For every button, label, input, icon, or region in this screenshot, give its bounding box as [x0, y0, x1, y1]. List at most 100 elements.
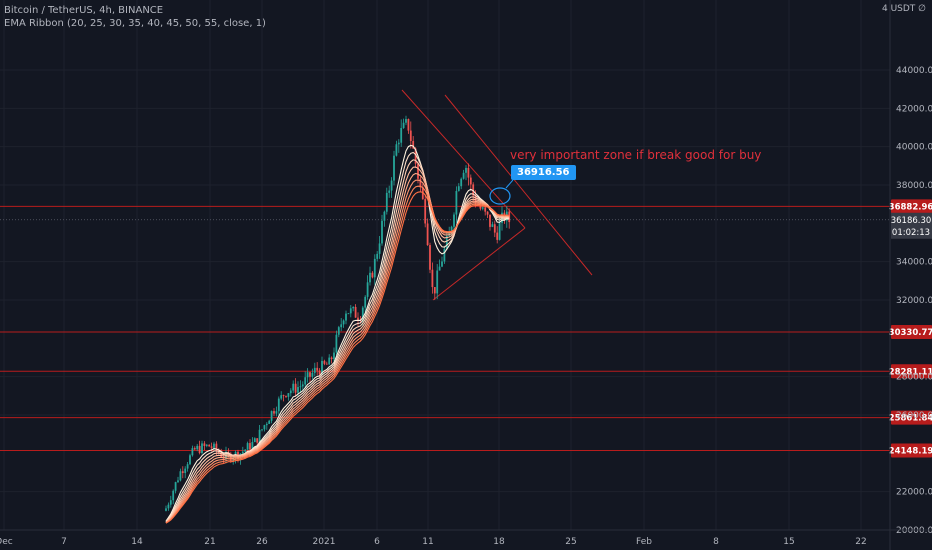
candle-body	[369, 272, 371, 283]
candle-body	[321, 360, 323, 375]
candle-body	[323, 360, 326, 364]
candle-body	[431, 269, 434, 288]
countdown-label: 01:02:13	[892, 228, 930, 238]
candle-body	[407, 119, 410, 131]
x-tick-label: 7	[61, 537, 67, 547]
candle-body	[261, 429, 263, 431]
candle-body	[395, 144, 398, 156]
candle-body	[460, 178, 463, 187]
zone-marker	[489, 187, 511, 205]
candle-body	[289, 390, 292, 394]
candle-body	[414, 148, 417, 164]
candle-body	[479, 204, 482, 209]
y-tick-label: 20000.00	[896, 526, 932, 536]
candle-body	[263, 425, 266, 430]
candle-body	[424, 199, 427, 224]
trendline-lower	[432, 227, 526, 301]
candle-body	[402, 122, 405, 129]
y-tick-label: 40000.00	[896, 143, 932, 153]
candle-body	[208, 444, 211, 447]
candle-body	[388, 190, 391, 193]
candle-body	[215, 443, 218, 451]
candle-body	[318, 370, 321, 375]
candle-body	[409, 130, 412, 142]
currency-unit: 4 USDT ∅	[881, 4, 926, 14]
candle-body	[412, 141, 415, 149]
current-price-label-bg	[891, 212, 932, 239]
chart-legend: Bitcoin / TetherUS, 4h, BINANCE EMA Ribb…	[4, 4, 266, 30]
candle-body	[316, 367, 319, 371]
candle-body	[354, 306, 357, 318]
candle-body	[277, 398, 280, 412]
candle-body	[364, 296, 367, 308]
candle-body	[357, 317, 359, 320]
candle-body	[486, 211, 489, 215]
candle-body	[167, 504, 170, 509]
candle-body	[189, 455, 191, 465]
x-tick-label: 26	[256, 537, 268, 547]
candle-body	[347, 313, 350, 315]
candle-body	[198, 445, 201, 454]
candle-body	[371, 272, 374, 278]
candle-body	[273, 411, 275, 414]
candle-body	[342, 320, 345, 325]
x-tick-label: 2021	[313, 537, 336, 547]
horizontal-levels: 36882.96 30330.77 28281.11 25861.84 24148.19…	[0, 199, 932, 458]
ema-line-25	[165, 151, 510, 523]
candle-body	[282, 395, 285, 396]
level-label: 28281.11	[889, 367, 932, 377]
level-label: 36882.96	[889, 202, 932, 212]
candle-body	[306, 372, 309, 378]
candle-body	[455, 190, 458, 215]
candle-body	[165, 508, 167, 511]
candle-body	[429, 245, 431, 270]
candle-body	[268, 420, 271, 424]
y-tick-label: 38000.00	[896, 181, 932, 191]
candle-body	[196, 445, 199, 450]
candle-body	[340, 324, 343, 328]
candle-body	[378, 243, 381, 254]
candle-body	[172, 490, 175, 501]
candle-body	[469, 177, 472, 185]
candle-body	[241, 451, 244, 454]
candlesticks	[165, 115, 511, 512]
ema-ribbon	[165, 144, 510, 524]
candle-body	[325, 363, 328, 365]
level-label: 30330.77	[889, 328, 932, 338]
candle-body	[280, 395, 283, 399]
candle-body	[328, 357, 331, 365]
candle-body	[433, 287, 436, 294]
candle-body	[201, 443, 203, 454]
y-tick-label: 28000.00	[896, 373, 932, 383]
candle-body	[345, 313, 347, 321]
current-price-label: 36186.30	[891, 216, 932, 226]
y-tick-label: 44000.00	[896, 66, 932, 76]
symbol-title: Bitcoin / TetherUS, 4h, BINANCE	[4, 5, 164, 16]
candle-body	[313, 367, 316, 373]
callout-pointer	[505, 179, 514, 189]
trendline-upper	[401, 89, 526, 229]
candle-body	[177, 480, 179, 483]
candle-body	[417, 163, 419, 179]
candle-body	[484, 207, 487, 212]
candle-body	[294, 383, 297, 393]
level-label-bg	[891, 324, 932, 339]
ema-line-30	[165, 159, 510, 523]
level-label: 24148.19	[889, 446, 932, 456]
indicator-title: EMA Ribbon (20, 25, 30, 35, 40, 45, 50, …	[4, 18, 266, 29]
candle-body	[297, 387, 299, 393]
level-label-bg	[891, 199, 932, 214]
candle-body	[352, 306, 355, 309]
candle-body	[191, 448, 194, 456]
candle-body	[349, 308, 352, 314]
candle-body	[450, 226, 453, 233]
candle-body	[397, 142, 400, 145]
candle-body	[333, 352, 335, 360]
candle-body	[299, 386, 302, 388]
candle-body	[493, 224, 496, 233]
x-tick-label: Dec	[0, 537, 13, 547]
candle-body	[256, 438, 259, 443]
candle-body	[210, 446, 213, 448]
candle-body	[457, 186, 460, 191]
